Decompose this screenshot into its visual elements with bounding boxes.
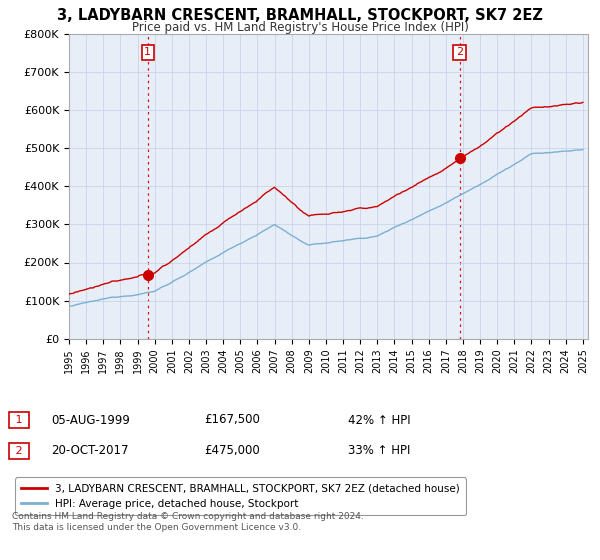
Text: 2: 2	[12, 446, 26, 456]
Text: Contains HM Land Registry data © Crown copyright and database right 2024.
This d: Contains HM Land Registry data © Crown c…	[12, 512, 364, 532]
Text: Price paid vs. HM Land Registry's House Price Index (HPI): Price paid vs. HM Land Registry's House …	[131, 21, 469, 34]
Text: 20-OCT-2017: 20-OCT-2017	[51, 444, 128, 458]
Text: 05-AUG-1999: 05-AUG-1999	[51, 413, 130, 427]
Legend: 3, LADYBARN CRESCENT, BRAMHALL, STOCKPORT, SK7 2EZ (detached house), HPI: Averag: 3, LADYBARN CRESCENT, BRAMHALL, STOCKPOR…	[14, 478, 466, 515]
Text: £167,500: £167,500	[204, 413, 260, 427]
Text: 2: 2	[456, 48, 463, 57]
Text: 3, LADYBARN CRESCENT, BRAMHALL, STOCKPORT, SK7 2EZ: 3, LADYBARN CRESCENT, BRAMHALL, STOCKPOR…	[57, 8, 543, 24]
Text: 42% ↑ HPI: 42% ↑ HPI	[348, 413, 410, 427]
Text: 1: 1	[144, 48, 151, 57]
Text: 1: 1	[12, 415, 26, 425]
Text: 33% ↑ HPI: 33% ↑ HPI	[348, 444, 410, 458]
Text: £475,000: £475,000	[204, 444, 260, 458]
